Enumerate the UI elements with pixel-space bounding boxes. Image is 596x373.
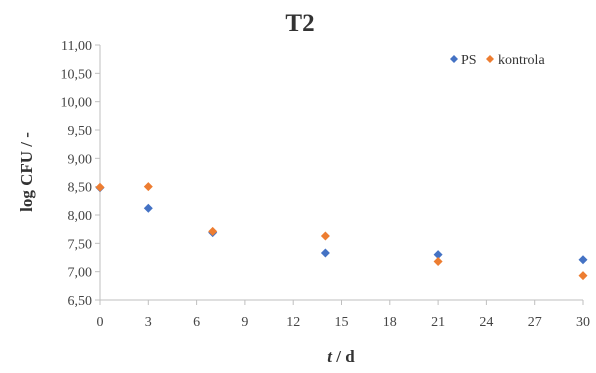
chart-title: T2 bbox=[285, 10, 314, 37]
data-point-kontrola bbox=[143, 182, 153, 192]
y-tick-label: 8,50 bbox=[68, 181, 93, 196]
x-tick-label: 27 bbox=[528, 315, 542, 330]
x-tick-label: 3 bbox=[145, 315, 152, 330]
y-tick-label: 11,00 bbox=[61, 39, 92, 54]
data-point-kontrola bbox=[208, 226, 218, 236]
x-tick-label: 30 bbox=[576, 315, 590, 330]
legend-marker-kontrola bbox=[486, 55, 494, 63]
y-tick-label: 6,50 bbox=[68, 294, 93, 309]
data-point-ps bbox=[578, 255, 588, 265]
y-tick-label: 7,50 bbox=[68, 237, 93, 252]
x-tick-label: 12 bbox=[286, 315, 300, 330]
data-point-kontrola bbox=[95, 182, 105, 192]
y-tick-label: 7,00 bbox=[68, 266, 93, 281]
data-point-kontrola bbox=[320, 231, 330, 241]
legend-marker-ps bbox=[450, 55, 458, 63]
x-axis-label-unit: / d bbox=[332, 347, 355, 366]
y-tick-label: 10,00 bbox=[61, 96, 93, 111]
data-points bbox=[95, 182, 588, 281]
y-ticks: 6,50 7,00 7,50 8,00 8,50 9,00 9,50 10,00 10,50 11… bbox=[61, 39, 100, 309]
legend-label-ps: PS bbox=[461, 53, 477, 68]
x-axis-label-variable: t bbox=[327, 347, 333, 366]
x-tick-label: 15 bbox=[335, 315, 349, 330]
x-ticks: 0 3 6 9 12 15 18 21 24 27 30 bbox=[97, 300, 590, 330]
y-axis-label: log CFU / - bbox=[17, 132, 36, 212]
legend: PS kontrola bbox=[450, 53, 545, 68]
x-tick-label: 9 bbox=[241, 315, 248, 330]
x-tick-label: 0 bbox=[97, 315, 104, 330]
x-axis-label: t / d bbox=[327, 347, 355, 366]
data-point-kontrola bbox=[578, 271, 588, 281]
data-point-ps bbox=[143, 203, 153, 213]
data-point-kontrola bbox=[433, 256, 443, 266]
y-tick-label: 10,50 bbox=[61, 67, 93, 82]
x-tick-label: 24 bbox=[479, 315, 493, 330]
x-tick-label: 21 bbox=[431, 315, 445, 330]
legend-label-kontrola: kontrola bbox=[498, 53, 545, 68]
data-point-ps bbox=[433, 250, 443, 260]
y-tick-label: 8,00 bbox=[68, 209, 93, 224]
x-tick-label: 6 bbox=[193, 315, 200, 330]
x-tick-label: 18 bbox=[383, 315, 397, 330]
axes bbox=[99, 45, 583, 301]
y-tick-label: 9,50 bbox=[68, 124, 93, 139]
y-tick-label: 9,00 bbox=[68, 152, 93, 167]
data-point-ps bbox=[320, 248, 330, 258]
